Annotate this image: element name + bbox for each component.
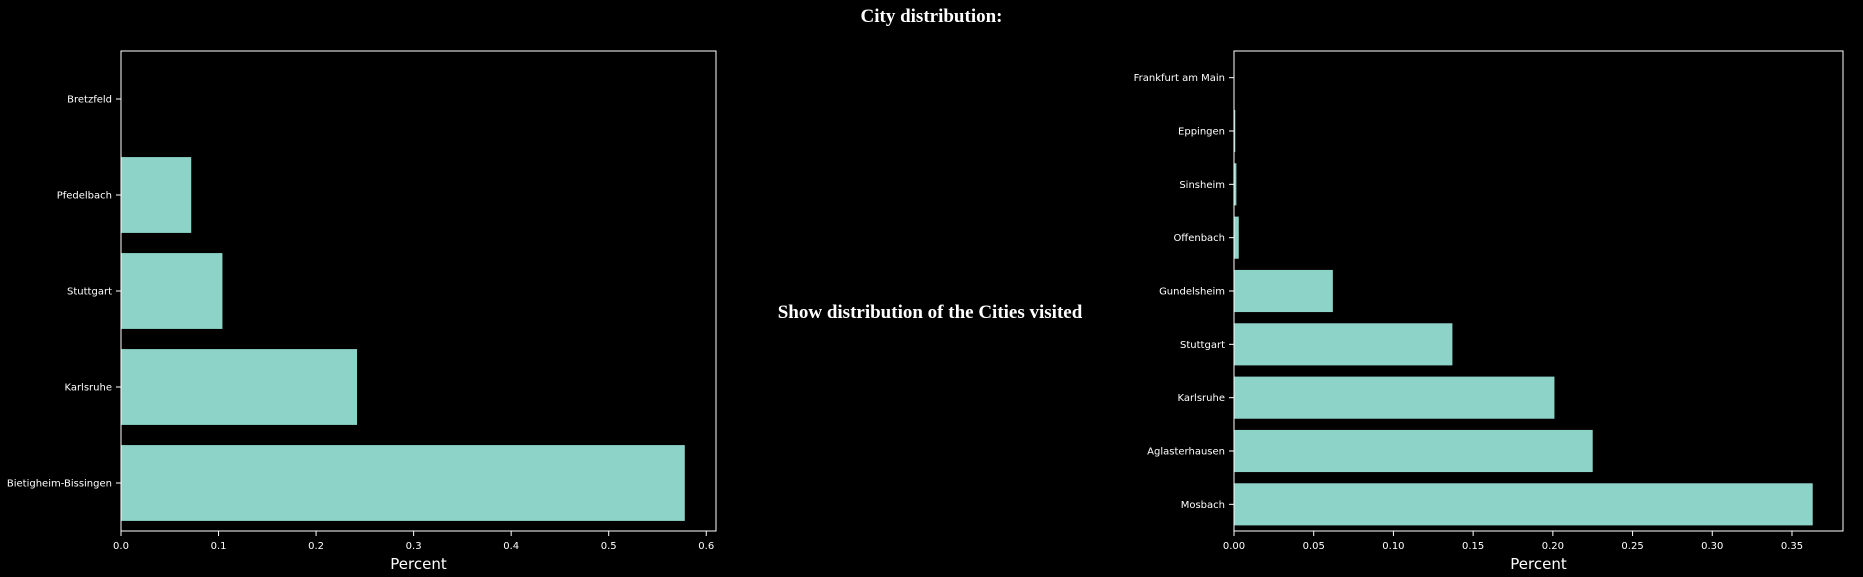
plot-frame [1233, 50, 1844, 532]
x-tick-label: 0.0 [113, 541, 129, 552]
y-tick-label: Karlsruhe [1177, 393, 1225, 404]
y-tick-label: Stuttgart [67, 287, 112, 298]
bar-stuttgart [1234, 323, 1453, 366]
x-tick-label: 0.25 [1621, 541, 1643, 552]
x-tick-label: 0.6 [698, 541, 714, 552]
x-axis-label: Percent [390, 555, 447, 573]
bar-karlsruhe [121, 349, 358, 425]
y-tick-label: Aglasterhausen [1147, 447, 1225, 458]
bar-offenbach [1234, 216, 1239, 259]
y-tick-label: Pfedelbach [57, 191, 112, 202]
x-tick-label: 0.1 [211, 541, 227, 552]
y-tick-label: Karlsruhe [64, 383, 112, 394]
y-tick-label: Bretzfeld [67, 95, 112, 106]
bar-karlsruhe [1234, 376, 1555, 419]
x-tick-label: 0.15 [1462, 541, 1484, 552]
y-tick-label: Stuttgart [1180, 340, 1225, 351]
y-tick-label: Gundelsheim [1159, 287, 1225, 298]
x-tick-label: 0.20 [1542, 541, 1564, 552]
bar-sinsheim [1234, 163, 1237, 206]
bar-bietigheim-bissingen [121, 445, 685, 521]
x-tick-label: 0.30 [1701, 541, 1723, 552]
page-title: City distribution: [860, 6, 1003, 27]
bar-pfedelbach [121, 157, 192, 233]
plot-frame [120, 50, 717, 532]
y-tick-label: Offenbach [1173, 233, 1225, 244]
y-tick-label: Eppingen [1178, 127, 1225, 138]
bar-eppingen [1234, 109, 1236, 153]
x-tick-label: 0.5 [601, 541, 617, 552]
x-axis-label: Percent [1510, 555, 1567, 573]
x-tick-label: 0.10 [1382, 541, 1404, 552]
x-tick-label: 0.4 [503, 541, 519, 552]
bar-gundelsheim [1234, 269, 1333, 313]
x-tick-label: 0.3 [406, 541, 422, 552]
x-tick-label: 0.05 [1303, 541, 1325, 552]
x-tick-label: 0.00 [1223, 541, 1245, 552]
y-tick-label: Frankfurt am Main [1134, 73, 1225, 84]
bar-aglasterhausen [1234, 429, 1593, 473]
bar-stuttgart [121, 253, 223, 329]
y-tick-label: Bietigheim-Bissingen [7, 479, 112, 490]
bar-mosbach [1234, 483, 1813, 526]
x-tick-label: 0.35 [1781, 541, 1803, 552]
chart-caption: Show distribution of the Cities visited [777, 302, 1083, 323]
y-tick-label: Sinsheim [1179, 180, 1225, 191]
y-tick-label: Mosbach [1181, 500, 1225, 511]
x-tick-label: 0.2 [308, 541, 324, 552]
